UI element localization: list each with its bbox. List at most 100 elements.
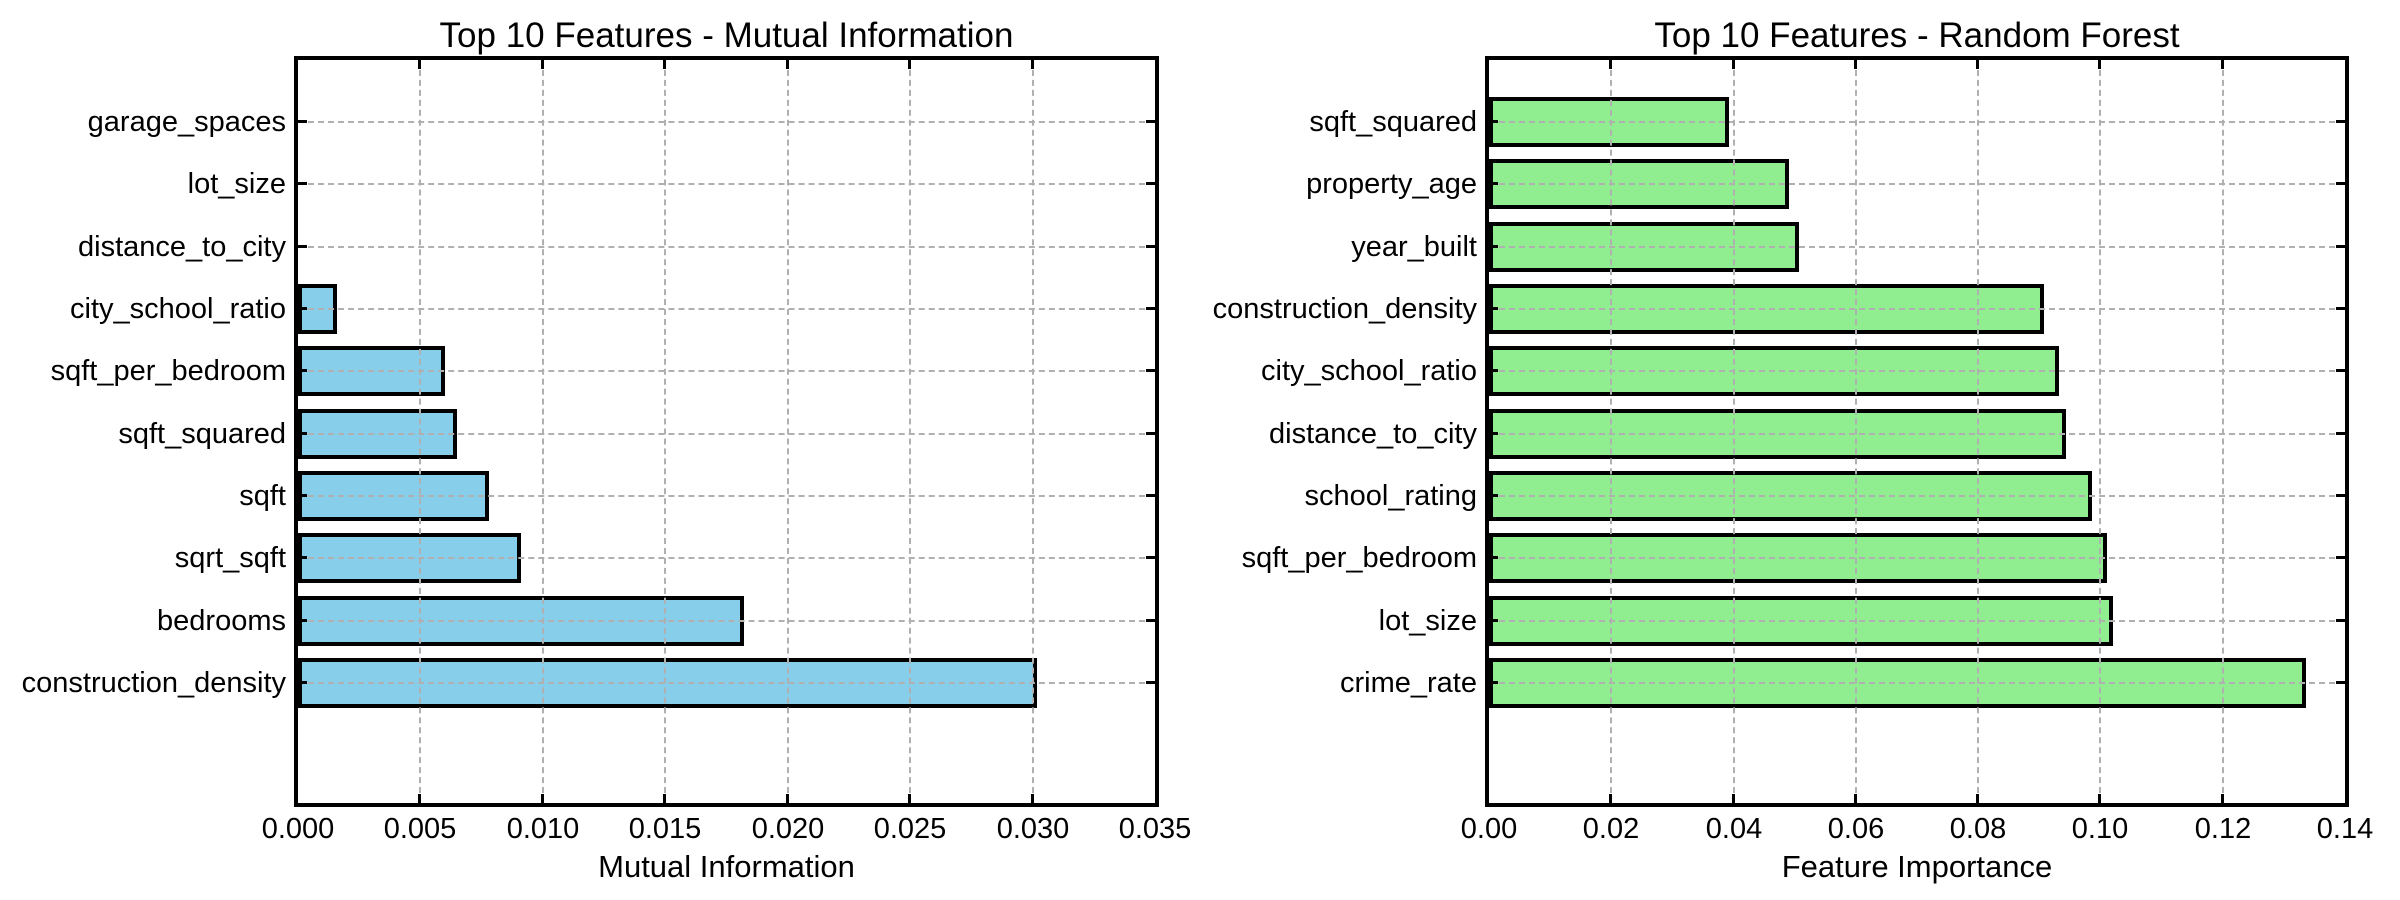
y-tick <box>1489 681 1498 684</box>
h-gridline <box>1489 620 2345 622</box>
y-tick <box>2336 494 2345 497</box>
y-tick <box>1146 619 1155 622</box>
v-gridline <box>664 60 666 803</box>
x-tick <box>1609 60 1612 69</box>
y-category-label: city_school_ratio <box>1261 355 1477 387</box>
x-tick <box>1031 60 1034 69</box>
y-category-label: construction_density <box>21 667 286 699</box>
y-tick <box>1146 182 1155 185</box>
x-tick-label: 0.06 <box>1827 813 1885 845</box>
plot-area <box>294 56 1159 807</box>
y-tick <box>1489 182 1498 185</box>
x-tick-label: 0.015 <box>628 813 702 845</box>
y-category-label: lot_size <box>187 168 286 200</box>
x-tick <box>1732 60 1735 69</box>
x-tick <box>1976 794 1979 803</box>
x-tick-label: 0.020 <box>751 813 825 845</box>
x-tick-label: 0.10 <box>2071 813 2129 845</box>
y-category-label: property_age <box>1306 168 1477 200</box>
y-category-label: year_built <box>1351 231 1477 263</box>
v-gridline <box>2222 60 2224 803</box>
y-category-label: construction_density <box>1212 293 1477 325</box>
h-gridline <box>298 557 1155 559</box>
y-category-label: school_rating <box>1304 480 1478 512</box>
y-tick <box>2336 182 2345 185</box>
x-tick-label: 0.005 <box>383 813 457 845</box>
y-tick <box>1489 120 1498 123</box>
y-tick <box>1146 120 1155 123</box>
x-tick <box>2221 794 2224 803</box>
x-tick <box>908 60 911 69</box>
h-gridline <box>1489 557 2345 559</box>
y-tick <box>1146 245 1155 248</box>
x-tick <box>908 794 911 803</box>
x-tick <box>541 60 544 69</box>
x-tick <box>1854 60 1857 69</box>
v-gridline <box>1977 60 1979 803</box>
y-tick <box>298 494 307 497</box>
x-axis-label: Mutual Information <box>598 849 855 884</box>
y-tick <box>1146 307 1155 310</box>
y-tick <box>298 245 307 248</box>
x-tick <box>2221 60 2224 69</box>
y-tick <box>298 556 307 559</box>
y-tick <box>298 369 307 372</box>
y-category-label: sqft_squared <box>1309 106 1477 138</box>
v-gridline <box>1610 60 1612 803</box>
h-gridline <box>1489 183 2345 185</box>
x-tick <box>1854 794 1857 803</box>
y-tick <box>298 182 307 185</box>
y-tick <box>298 120 307 123</box>
x-tick-label: 0.030 <box>996 813 1070 845</box>
h-gridline <box>298 433 1155 435</box>
x-tick-label: 0.02 <box>1582 813 1640 845</box>
y-tick <box>1489 556 1498 559</box>
x-tick <box>1976 60 1979 69</box>
x-tick <box>786 60 789 69</box>
y-tick <box>298 681 307 684</box>
y-tick <box>1489 619 1498 622</box>
v-gridline <box>419 60 421 803</box>
h-gridline <box>1489 433 2345 435</box>
x-tick <box>541 794 544 803</box>
y-category-label: sqrt_sqft <box>174 542 286 574</box>
h-gridline <box>1489 682 2345 684</box>
y-category-label: lot_size <box>1378 605 1477 637</box>
y-tick <box>2336 120 2345 123</box>
y-category-label: distance_to_city <box>78 231 286 263</box>
x-tick <box>2098 794 2101 803</box>
y-tick <box>1146 432 1155 435</box>
h-gridline <box>1489 121 2345 123</box>
x-tick <box>663 794 666 803</box>
h-gridline <box>298 682 1155 684</box>
v-gridline <box>1032 60 1034 803</box>
h-gridline <box>298 370 1155 372</box>
y-tick <box>2336 369 2345 372</box>
v-gridline <box>2099 60 2101 803</box>
y-category-label: garage_spaces <box>87 106 286 138</box>
x-tick <box>418 60 421 69</box>
v-gridline <box>1733 60 1735 803</box>
x-tick <box>663 60 666 69</box>
y-tick <box>1146 556 1155 559</box>
y-tick <box>298 432 307 435</box>
y-category-label: sqft_per_bedroom <box>50 355 286 387</box>
y-category-label: sqft_per_bedroom <box>1241 542 1477 574</box>
x-tick-label: 0.000 <box>261 813 335 845</box>
x-tick-label: 0.035 <box>1118 813 1192 845</box>
h-gridline <box>298 495 1155 497</box>
y-tick <box>1489 245 1498 248</box>
y-tick <box>1146 681 1155 684</box>
y-tick <box>1489 432 1498 435</box>
y-tick <box>2336 245 2345 248</box>
y-tick <box>2336 556 2345 559</box>
y-tick <box>2336 432 2345 435</box>
y-category-label: bedrooms <box>157 605 286 637</box>
x-tick-label: 0.010 <box>506 813 580 845</box>
y-tick <box>1489 369 1498 372</box>
chart-title: Top 10 Features - Random Forest <box>1654 16 2180 55</box>
h-gridline <box>298 121 1155 123</box>
x-tick <box>2098 60 2101 69</box>
h-gridline <box>298 246 1155 248</box>
x-tick-label: 0.14 <box>2316 813 2374 845</box>
